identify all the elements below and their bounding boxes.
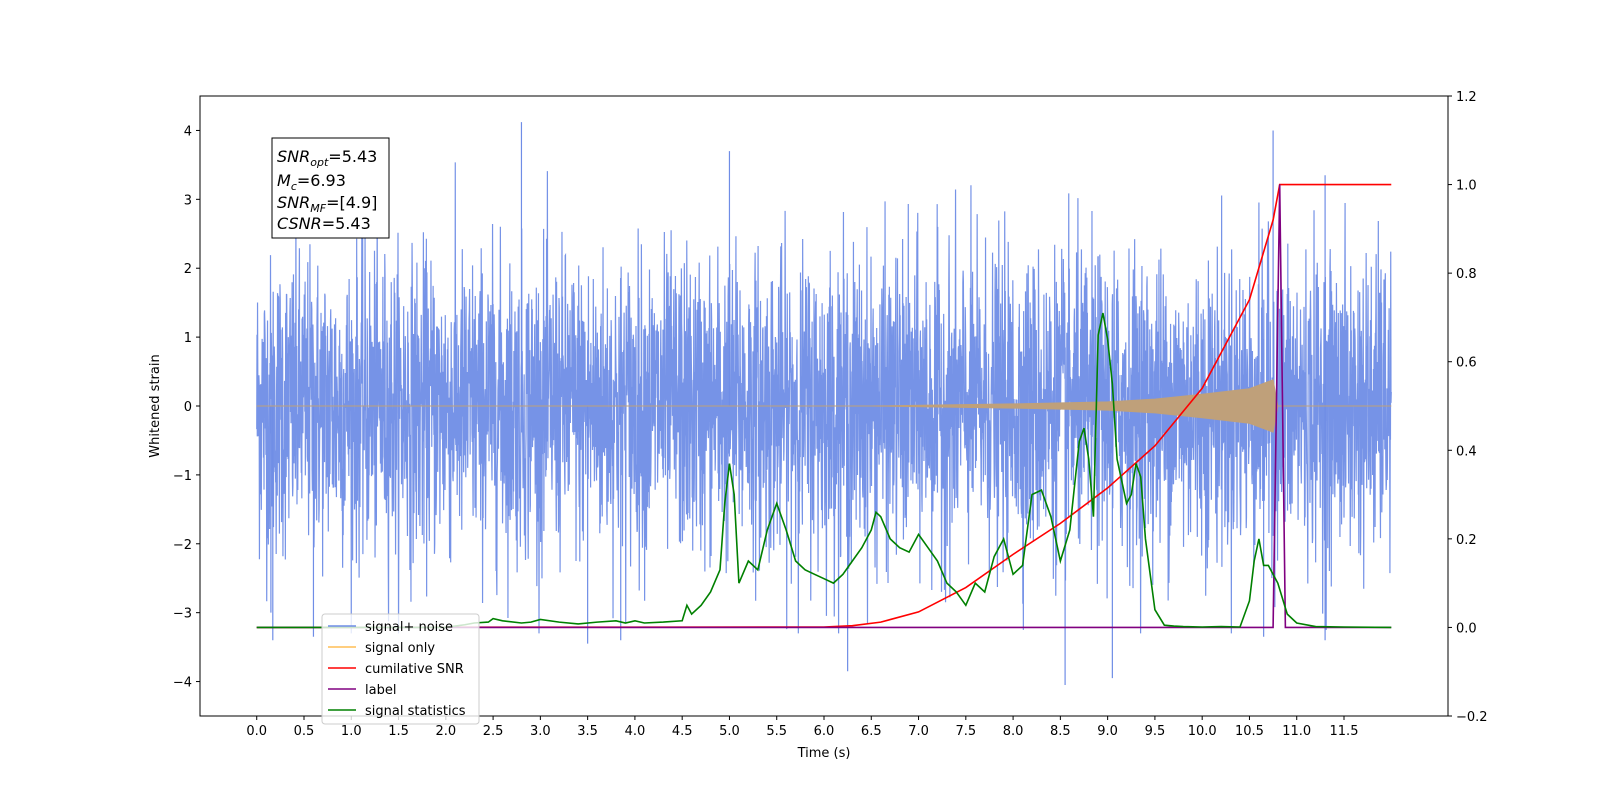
- y-tick-label: 0: [184, 400, 192, 415]
- x-tick-label: 3.5: [577, 724, 598, 739]
- x-tick-label: 8.0: [1003, 724, 1024, 739]
- series-signal-statistics: [256, 312, 1392, 629]
- x-tick-label: 5.0: [719, 724, 740, 739]
- y-right-tick-label: 0.4: [1456, 444, 1477, 459]
- y-right-tick-label: 0.0: [1456, 621, 1477, 636]
- x-tick-label: 10.0: [1188, 724, 1217, 739]
- annotation-snr-mf: SNRMF=[4.9]: [277, 193, 377, 215]
- y-tick-label: −2: [173, 538, 192, 553]
- x-tick-label: 6.0: [814, 724, 835, 739]
- y-tick-label: 2: [184, 262, 192, 277]
- legend-label-signal-statistics: signal statistics: [365, 704, 466, 719]
- y-axis-label: Whitened strain: [148, 354, 163, 457]
- y-tick-label: 3: [184, 193, 192, 208]
- series-cumulative-snr: [256, 183, 1392, 629]
- x-tick-label: 10.5: [1235, 724, 1264, 739]
- x-tick-label: 3.0: [530, 724, 551, 739]
- x-tick-label: 2.5: [483, 724, 504, 739]
- x-tick-label: 8.5: [1050, 724, 1071, 739]
- x-tick-label: 6.5: [861, 724, 882, 739]
- y-tick-label: −1: [173, 469, 192, 484]
- y-right-tick-label: −0.2: [1456, 710, 1488, 725]
- legend-label-cumulative-snr: cumilative SNR: [365, 662, 464, 677]
- x-tick-label: 0.5: [294, 724, 315, 739]
- y-right-tick-label: 1.0: [1456, 179, 1477, 194]
- x-tick-label: 11.5: [1330, 724, 1359, 739]
- x-tick-label: 4.0: [625, 724, 646, 739]
- y-right-tick-label: 0.6: [1456, 356, 1477, 371]
- x-tick-label: 5.5: [766, 724, 787, 739]
- x-tick-label: 2.0: [435, 724, 456, 739]
- y-right-tick-label: 1.2: [1456, 90, 1477, 105]
- y-tick-label: 4: [184, 124, 192, 139]
- x-tick-label: 1.5: [388, 724, 409, 739]
- legend-label-signal-noise: signal+ noise: [365, 620, 453, 635]
- legend-label-signal-only: signal only: [365, 641, 435, 656]
- legend-label-label: label: [365, 683, 396, 698]
- x-axis-label: Time (s): [797, 746, 851, 761]
- annotation-mc: Mc=6.93: [277, 171, 346, 193]
- series-signal-only: [256, 379, 1392, 433]
- series-label: [256, 184, 1392, 629]
- y-tick-label: −3: [173, 607, 192, 622]
- x-tick-label: 9.5: [1145, 724, 1166, 739]
- y-right-tick-label: 0.8: [1456, 267, 1477, 282]
- annotation-box: SNRopt=5.43 Mc=6.93 SNRMF=[4.9] CSNR=5.4…: [271, 137, 390, 239]
- x-tick-label: 11.0: [1282, 724, 1311, 739]
- x-tick-label: 9.0: [1097, 724, 1118, 739]
- x-tick-label: 1.0: [341, 724, 362, 739]
- x-tick-label: 0.0: [246, 724, 267, 739]
- x-tick-label: 7.0: [908, 724, 929, 739]
- y-tick-label: 1: [184, 331, 192, 346]
- annotation-snr-opt: SNRopt=5.43: [277, 147, 377, 169]
- y-tick-label: −4: [173, 676, 192, 691]
- annotation-csnr: CSNR=5.43: [277, 214, 371, 233]
- x-tick-label: 7.5: [955, 724, 976, 739]
- x-tick-label: 4.5: [672, 724, 693, 739]
- y-right-tick-label: 0.2: [1456, 533, 1477, 548]
- legend: signal+ noise signal only cumilative SNR…: [321, 613, 480, 725]
